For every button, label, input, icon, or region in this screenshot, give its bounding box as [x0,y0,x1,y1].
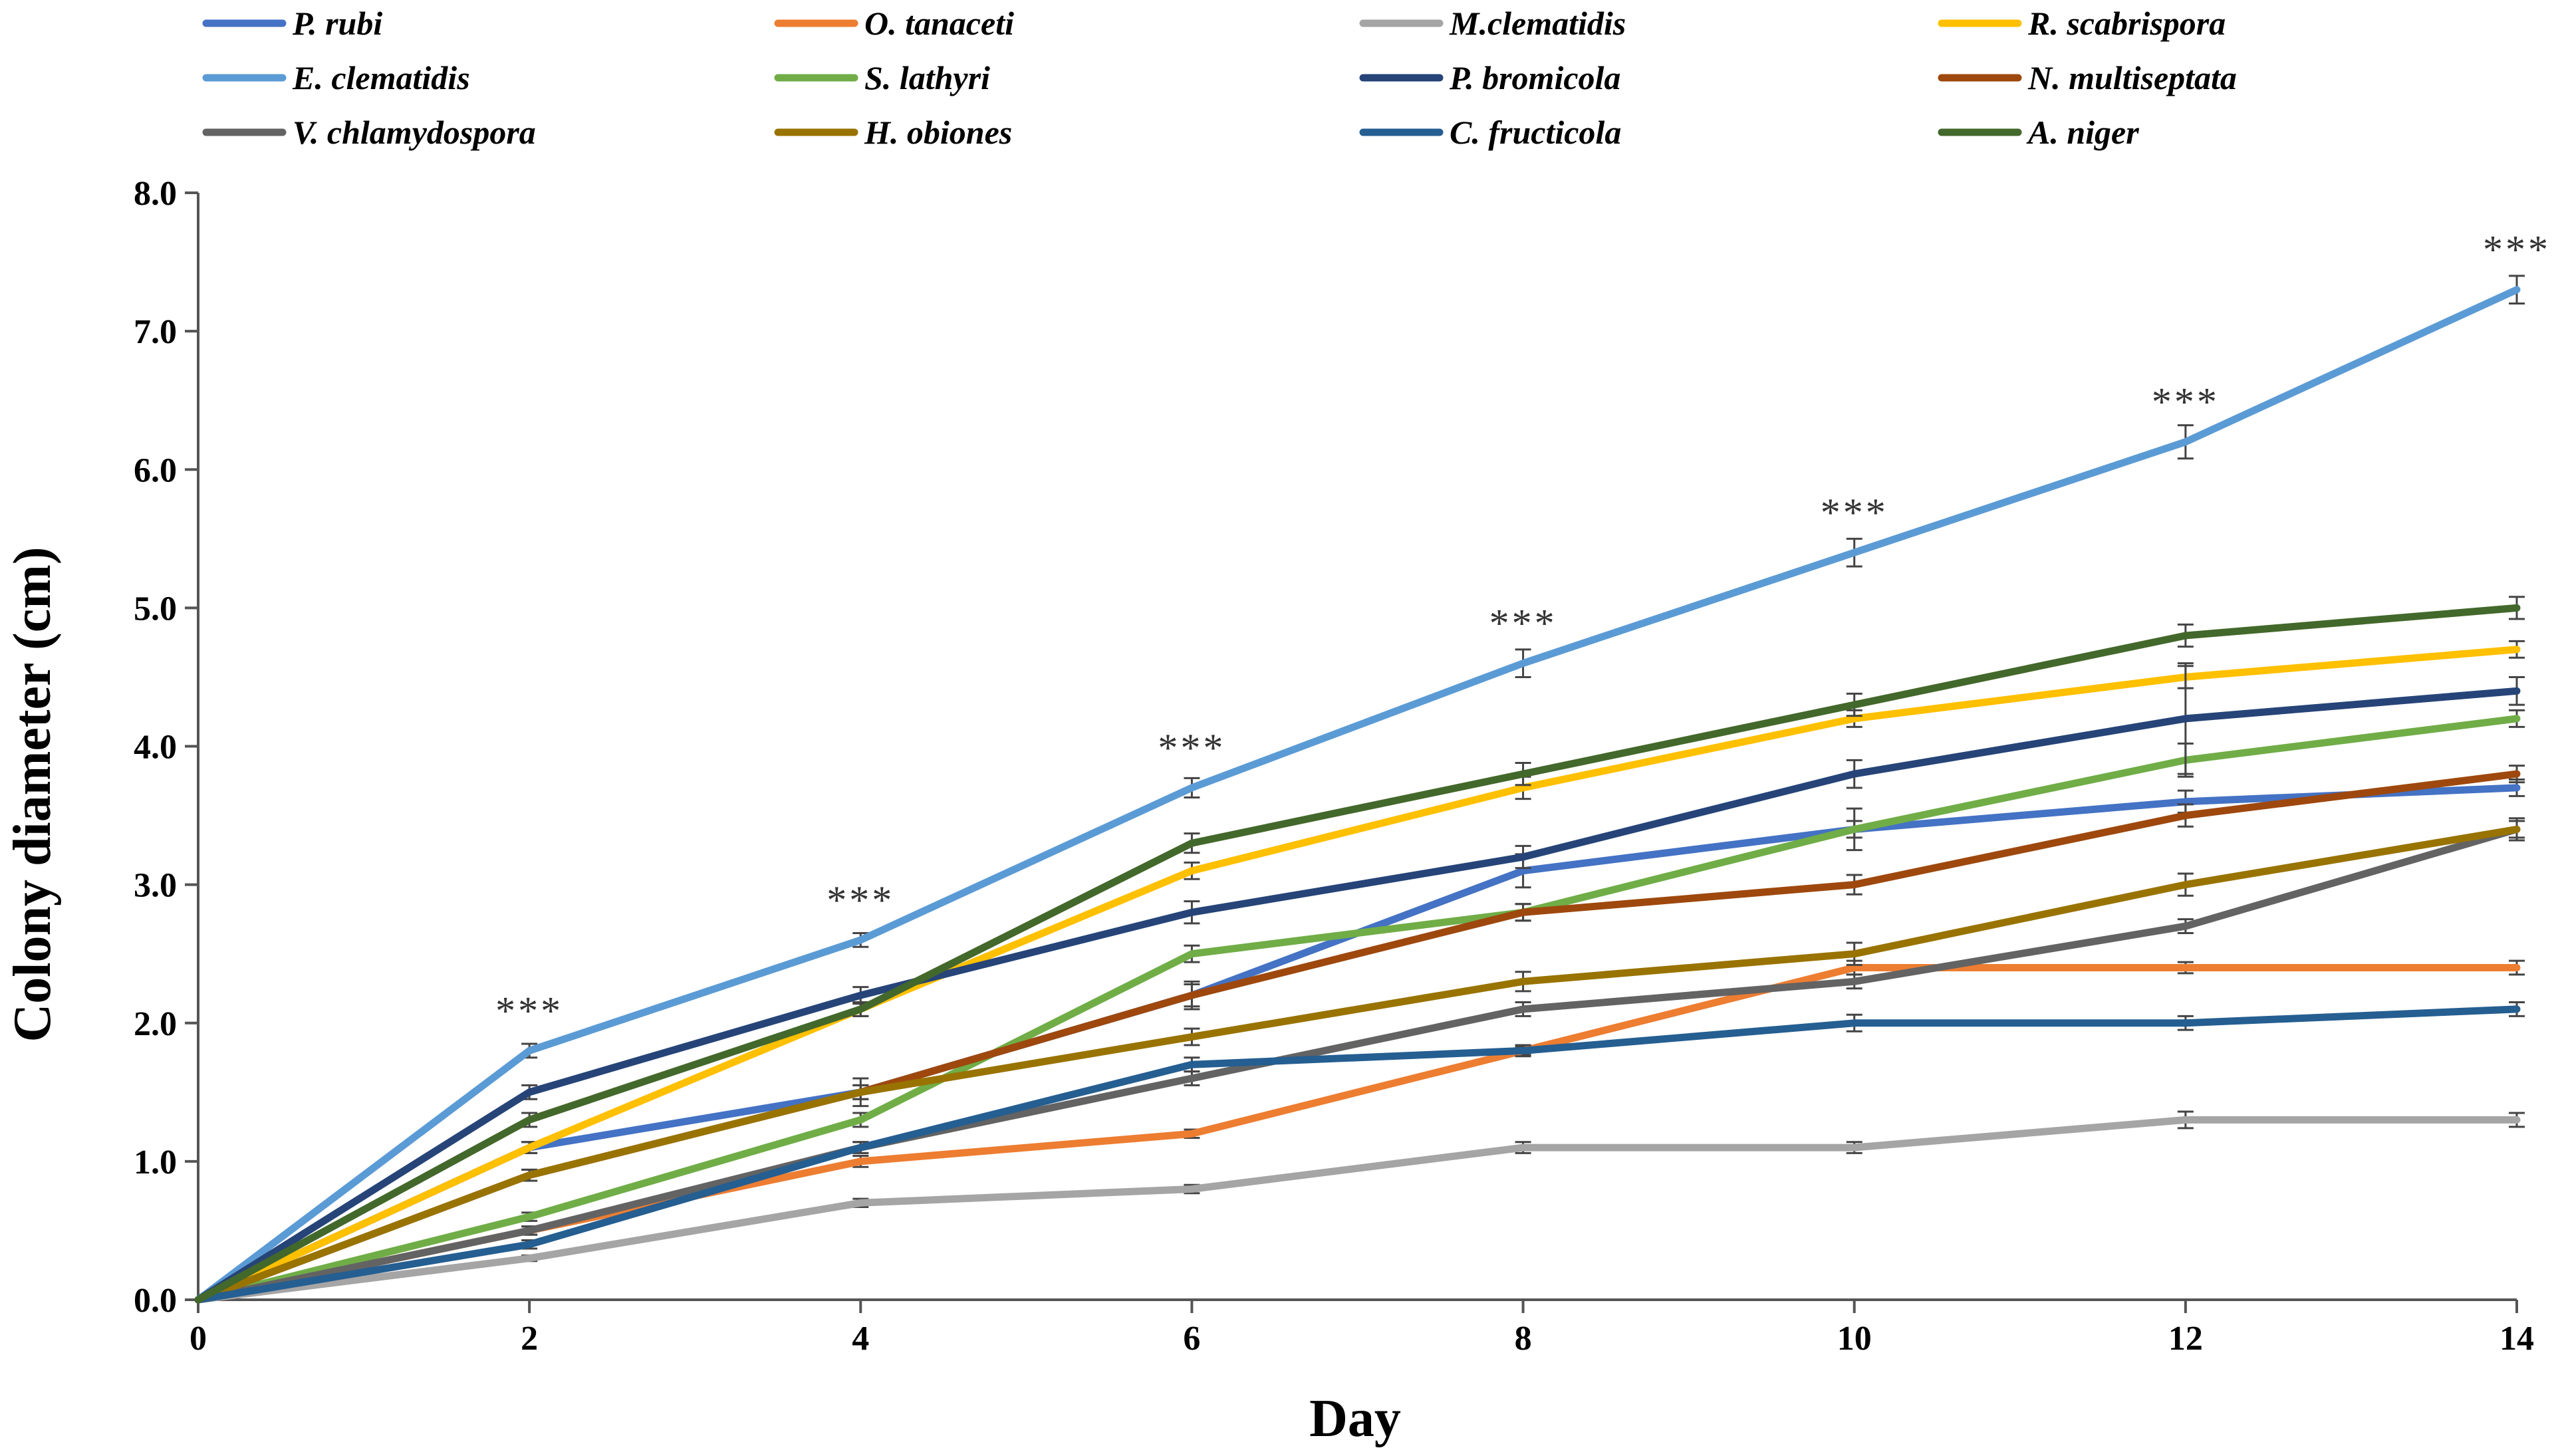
legend-item: H. obiones [774,114,1012,151]
series-line [194,715,2521,1304]
x-axis-title: Day [1309,1390,1401,1448]
significance-marker: *** [827,878,894,922]
x-tick-label: 6 [1183,1320,1200,1358]
legend-item: M.clematidis [1359,5,1626,42]
legend-label: R. scabrispora [2027,5,2226,42]
x-tick-label: 0 [190,1320,207,1358]
y-tick-label: 7.0 [134,313,177,351]
legend-label: H. obiones [864,114,1012,151]
x-tick-label: 2 [521,1320,538,1358]
significance-marker: *** [1489,602,1557,646]
series-line [194,687,2521,1304]
series-p-bromicola [194,662,2525,1304]
series-m-clematidis [194,1110,2525,1304]
legend-label: C. fructicola [1450,114,1621,151]
series-line [194,1005,2521,1304]
series-line [194,1116,2521,1304]
x-tick-label: 4 [852,1320,869,1358]
legend-item: C. fructicola [1359,114,1621,151]
x-tick-label: 8 [1515,1320,1532,1358]
significance-marker: *** [495,989,563,1032]
y-tick-label: 6.0 [134,451,177,489]
legend-item: S. lathyri [774,59,990,96]
legend-item: E. clematidis [202,59,470,96]
series-line [194,646,2521,1304]
significance-annotations: *** *** *** *** *** *** *** [495,228,2551,1033]
legend-label: E. clematidis [292,59,470,96]
y-tick-label: 0.0 [134,1282,177,1320]
series-h-obiones [194,817,2525,1304]
y-tick-label: 4.0 [134,729,177,767]
series-s-lathyri [194,709,2525,1304]
series-c-fructicola [194,1001,2525,1304]
series-line [194,286,2521,1304]
legend: P. rubi O. tanaceti M.clematidis R. scabris… [202,5,2237,151]
y-tick-label: 1.0 [134,1144,177,1181]
significance-marker: *** [2483,228,2551,272]
significance-marker: *** [1158,726,1225,770]
x-tick-label: 12 [2168,1320,2203,1358]
legend-item: R. scabrispora [1938,5,2226,42]
axes: 0.0 1.0 2.0 3.0 4.0 5.0 6.0 7.0 8.0 0 2 4 6 8 10 12 14 [134,175,2534,1358]
legend-item: N. multiseptata [1938,59,2237,96]
x-tick-label: 10 [1837,1320,1872,1358]
series-line [194,825,2521,1304]
legend-label: O. tanaceti [864,5,1014,42]
legend-label: N. multiseptata [2027,59,2237,96]
series-line [194,604,2521,1304]
legend-label: A. niger [2026,114,2139,151]
y-tick-label: 8.0 [134,175,177,213]
series-line [194,770,2521,1304]
legend-label: V. chlamydospora [293,114,536,151]
y-tick-label: 3.0 [134,867,177,905]
legend-label: S. lathyri [864,59,990,96]
y-tick-label: 5.0 [134,590,177,628]
series-line [194,825,2521,1304]
series-a-niger [194,596,2525,1304]
x-tick-label: 14 [2499,1320,2534,1358]
legend-item: P. rubi [202,5,382,42]
series-lines [194,275,2525,1304]
legend-label: P. bromicola [1449,59,1620,96]
y-axis-title: Colony diameter (cm) [3,547,62,1042]
legend-item: V. chlamydospora [202,114,536,151]
legend-label: P. rubi [292,5,382,42]
significance-marker: *** [1821,491,1888,535]
y-tick-label: 2.0 [134,1005,177,1043]
legend-item: A. niger [1938,114,2139,151]
legend-label: M.clematidis [1449,5,1626,42]
legend-item: O. tanaceti [774,5,1014,42]
legend-item: P. bromicola [1359,59,1620,96]
series-e-clematidis [194,275,2525,1304]
significance-marker: *** [2152,380,2220,424]
